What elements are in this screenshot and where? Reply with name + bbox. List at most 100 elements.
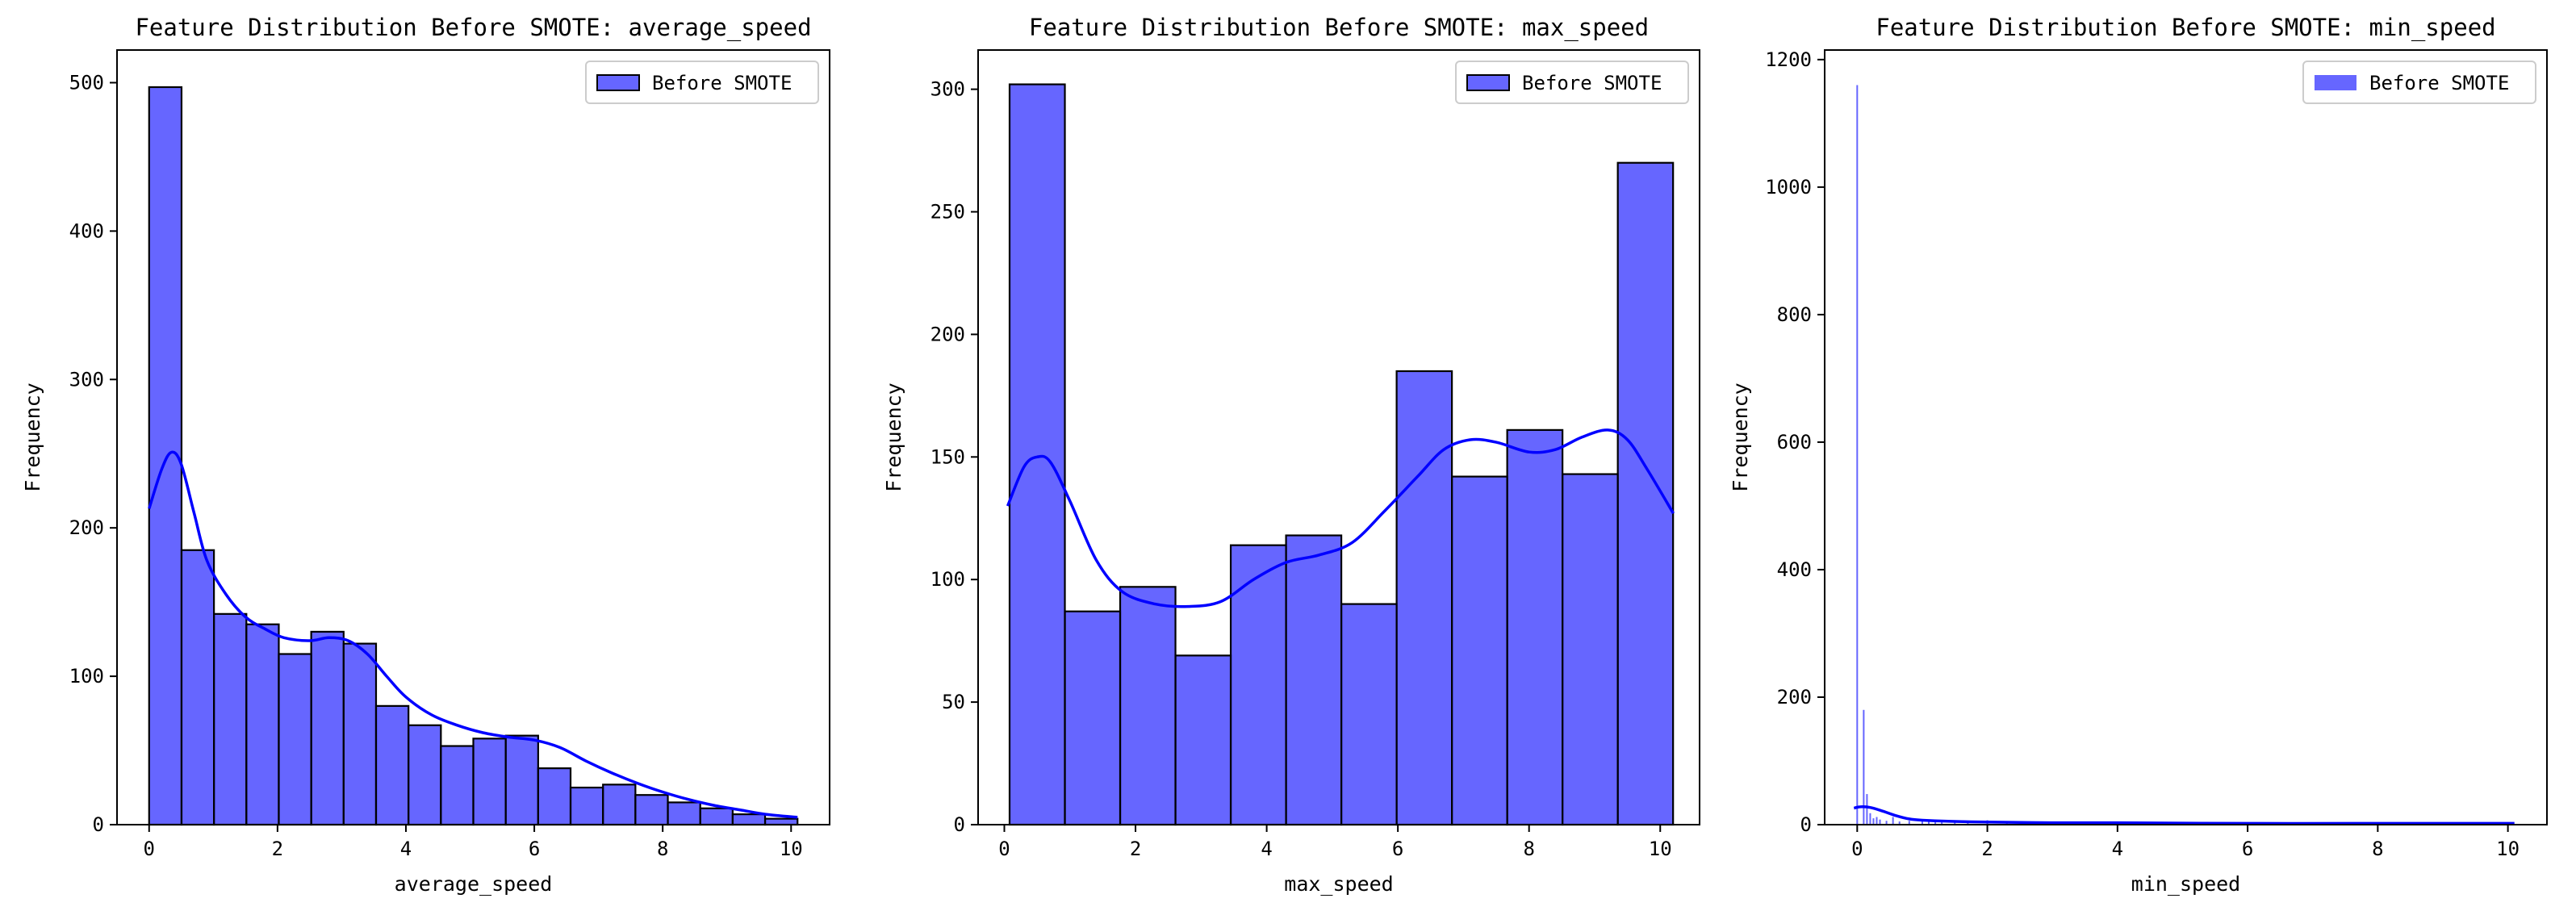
x-tick-label: 4 (400, 838, 412, 860)
y-tick-label: 100 (69, 665, 104, 687)
histogram-bar (1876, 817, 1878, 825)
legend-box (585, 61, 819, 104)
x-tick-label: 4 (1261, 838, 1272, 860)
legend-box (1455, 61, 1689, 104)
histogram-bar (569, 786, 604, 826)
y-axis-label: Frequency (1729, 382, 1752, 491)
histogram-bar (245, 623, 280, 826)
x-tick-label: 4 (2112, 838, 2123, 860)
histogram-bar (1866, 794, 1868, 825)
histogram-bar (374, 704, 410, 826)
histogram-bar (440, 745, 475, 826)
x-tick-label: 6 (2242, 838, 2253, 860)
y-tick-label: 500 (69, 71, 104, 94)
panel-min-speed: 0 2 4 6 8 10 0 200 400 600 800 1000 1200 Feature Dist… (1729, 14, 2548, 896)
y-tick-label: 0 (1800, 813, 1812, 836)
histogram-bar (634, 794, 669, 826)
y-tick-label: 1200 (1765, 48, 1812, 71)
y-tick-label: 0 (93, 813, 104, 836)
x-tick-label: 6 (1392, 838, 1403, 860)
x-axis-label: max_speed (1284, 872, 1393, 896)
y-tick-label: 50 (942, 691, 965, 713)
x-axis-label: min_speed (2131, 872, 2240, 896)
y-tick-label: 400 (1777, 558, 1812, 581)
x-tick-label: 2 (1981, 838, 1993, 860)
legend-swatch (1466, 74, 1510, 91)
histogram-bar (1898, 821, 1901, 825)
y-axis-label: Frequency (882, 382, 905, 491)
histogram-bar (1879, 819, 1881, 825)
histogram-bar (278, 653, 312, 826)
x-tick-label: 2 (1130, 838, 1141, 860)
x-tick-label: 10 (2496, 838, 2520, 860)
legend: Before SMOTE (1455, 61, 1689, 104)
x-tick-label: 6 (529, 838, 540, 860)
histogram-bar (1064, 610, 1122, 826)
histogram-bar (1863, 709, 1865, 825)
histogram-bar (342, 642, 378, 826)
histogram-bar (1892, 817, 1894, 825)
histogram-bar (1616, 161, 1675, 826)
histogram-bar (180, 549, 215, 826)
x-axis-label: average_speed (395, 872, 553, 896)
histogram-bar (1856, 85, 1859, 825)
x-tick-label: 10 (1649, 838, 1672, 860)
kde-line (148, 450, 798, 819)
histogram-bar (763, 817, 799, 826)
y-tick-label: 150 (930, 445, 965, 468)
histogram-bar (1285, 534, 1343, 826)
y-tick-label: 600 (1777, 431, 1812, 453)
histogram-bar (667, 801, 701, 826)
axes-frame (1824, 49, 2548, 825)
legend-label: Before SMOTE (2369, 72, 2509, 94)
legend-box (2302, 61, 2536, 104)
histogram-bar (699, 807, 734, 826)
x-tick-label: 8 (1523, 838, 1534, 860)
legend-label: Before SMOTE (1522, 72, 1662, 94)
y-tick-label: 300 (69, 368, 104, 391)
kde-line (1006, 428, 1675, 608)
histogram-bar (1229, 544, 1287, 826)
histogram-bar (1869, 813, 1871, 825)
histogram-bar (1174, 654, 1232, 826)
histogram-bar (1119, 586, 1177, 826)
histogram-bar (1008, 83, 1066, 826)
histogram-bar (537, 767, 572, 826)
histogram-bar (1340, 603, 1398, 826)
axes-frame (116, 49, 830, 825)
kde-line (1853, 805, 2515, 825)
y-tick-label: 1000 (1765, 176, 1812, 198)
legend-swatch (2315, 75, 2356, 90)
chart-title: Feature Distribution Before SMOTE: max_s… (1029, 14, 1649, 42)
chart-title: Feature Distribution Before SMOTE: min_s… (1876, 14, 2495, 42)
histogram-bar (504, 734, 539, 826)
histogram-bar (472, 738, 507, 826)
y-tick-label: 200 (69, 516, 104, 539)
histogram-bar (408, 724, 442, 826)
x-tick-label: 8 (657, 838, 668, 860)
histogram-bar (731, 813, 767, 826)
y-tick-label: 200 (1777, 686, 1812, 708)
y-tick-label: 0 (954, 813, 965, 836)
chart-title: Feature Distribution Before SMOTE: avera… (135, 14, 811, 42)
histogram-bar (1562, 473, 1619, 826)
histogram-bar (1451, 475, 1508, 826)
histogram-bar (1908, 821, 1910, 825)
legend-label: Before SMOTE (652, 72, 792, 94)
histogram-bar (1921, 819, 1923, 825)
x-tick-label: 0 (998, 838, 1010, 860)
legend: Before SMOTE (585, 61, 819, 104)
histogram-bar (1885, 821, 1888, 825)
histogram-bar (1506, 428, 1564, 826)
legend: Before SMOTE (2302, 61, 2536, 104)
legend-swatch (596, 74, 640, 91)
y-axis-label: Frequency (21, 382, 44, 491)
y-tick-label: 300 (930, 78, 965, 101)
histogram-bar (1872, 818, 1875, 825)
x-tick-label: 2 (272, 838, 283, 860)
y-tick-label: 400 (69, 219, 104, 242)
y-tick-label: 200 (930, 323, 965, 345)
x-tick-label: 10 (780, 838, 803, 860)
